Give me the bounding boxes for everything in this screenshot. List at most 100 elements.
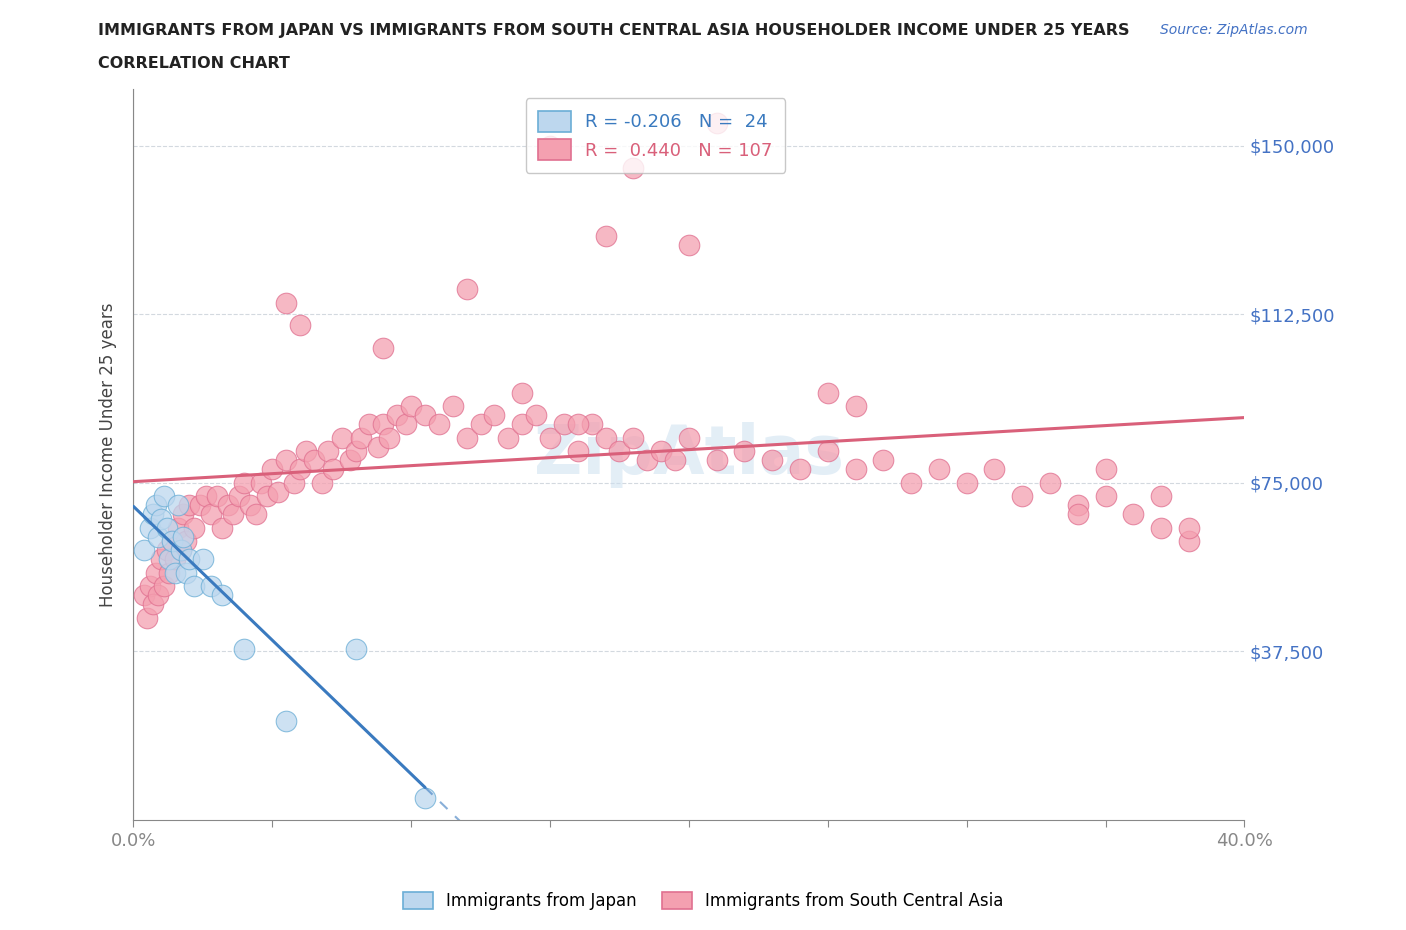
Point [789, 462, 811, 477]
Point [1122, 507, 1144, 522]
Point [456, 282, 478, 297]
Text: CORRELATION CHART: CORRELATION CHART [98, 56, 290, 71]
Point [139, 578, 162, 593]
Point [274, 713, 297, 728]
Point [177, 551, 200, 566]
Text: IMMIGRANTS FROM JAPAN VS IMMIGRANTS FROM SOUTH CENTRAL ASIA HOUSEHOLDER INCOME U: IMMIGRANTS FROM JAPAN VS IMMIGRANTS FROM… [98, 23, 1130, 38]
Point [145, 498, 167, 512]
Point [142, 597, 165, 612]
Point [274, 453, 297, 468]
Point [378, 431, 401, 445]
Point [172, 507, 194, 522]
Point [399, 399, 422, 414]
Point [956, 475, 979, 490]
Point [761, 453, 783, 468]
Legend: Immigrants from Japan, Immigrants from South Central Asia: Immigrants from Japan, Immigrants from S… [396, 885, 1010, 917]
Point [650, 444, 672, 458]
Point [413, 408, 436, 423]
Point [595, 431, 617, 445]
Point [256, 489, 278, 504]
Point [394, 417, 416, 432]
Point [344, 444, 367, 458]
Point [169, 543, 191, 558]
Point [581, 417, 603, 432]
Point [983, 462, 1005, 477]
Point [373, 417, 395, 432]
Text: ZipAtlas: ZipAtlas [534, 421, 844, 487]
Point [136, 610, 159, 625]
Point [160, 534, 183, 549]
Point [211, 521, 233, 536]
Point [1067, 507, 1090, 522]
Point [288, 318, 311, 333]
Point [134, 543, 156, 558]
Point [233, 642, 256, 657]
Point [288, 462, 311, 477]
Point [1178, 534, 1201, 549]
Point [510, 417, 533, 432]
Point [217, 498, 239, 512]
Point [262, 462, 284, 477]
Point [498, 431, 520, 445]
Point [1150, 489, 1173, 504]
Point [172, 529, 194, 544]
Point [188, 498, 211, 512]
Point [609, 444, 631, 458]
Point [373, 340, 395, 355]
Point [200, 578, 222, 593]
Point [228, 489, 250, 504]
Point [359, 417, 381, 432]
Point [150, 512, 173, 526]
Point [322, 462, 344, 477]
Point [1150, 521, 1173, 536]
Point [900, 475, 922, 490]
Point [441, 399, 464, 414]
Point [1178, 521, 1201, 536]
Point [928, 462, 950, 477]
Point [427, 417, 450, 432]
Point [484, 408, 506, 423]
Point [156, 521, 179, 536]
Point [233, 475, 256, 490]
Point [844, 462, 866, 477]
Point [294, 444, 316, 458]
Point [145, 565, 167, 580]
Point [387, 408, 409, 423]
Point [706, 453, 728, 468]
Text: Source: ZipAtlas.com: Source: ZipAtlas.com [1160, 23, 1308, 37]
Point [150, 551, 173, 566]
Point [177, 498, 200, 512]
Point [595, 228, 617, 243]
Point [174, 534, 197, 549]
Point [1067, 498, 1090, 512]
Point [456, 431, 478, 445]
Point [678, 431, 700, 445]
Point [817, 385, 839, 400]
Point [706, 115, 728, 130]
Point [183, 521, 205, 536]
Point [159, 551, 181, 566]
Point [200, 507, 222, 522]
Point [553, 417, 575, 432]
Point [330, 431, 353, 445]
Point [205, 489, 228, 504]
Point [222, 507, 245, 522]
Point [872, 453, 894, 468]
Point [1094, 462, 1116, 477]
Point [538, 139, 561, 153]
Point [163, 565, 186, 580]
Point [567, 444, 589, 458]
Legend: R = -0.206   N =  24, R =  0.440   N = 107: R = -0.206 N = 24, R = 0.440 N = 107 [526, 99, 786, 173]
Point [844, 399, 866, 414]
Point [524, 408, 547, 423]
Point [538, 431, 561, 445]
Point [194, 489, 217, 504]
Point [211, 588, 233, 603]
Point [311, 475, 333, 490]
Point [191, 551, 214, 566]
Point [678, 237, 700, 252]
Point [1094, 489, 1116, 504]
Point [148, 588, 170, 603]
Point [1011, 489, 1033, 504]
Point [134, 588, 156, 603]
